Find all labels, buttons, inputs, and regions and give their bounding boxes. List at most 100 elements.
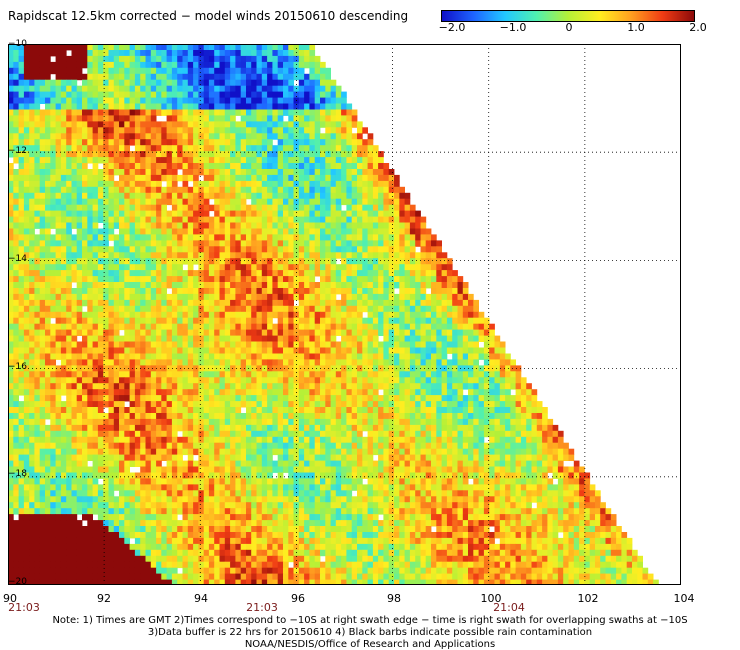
wind-cell <box>103 169 109 176</box>
wind-cell <box>394 282 400 289</box>
wind-cell <box>108 50 115 57</box>
wind-cell <box>134 174 141 182</box>
wind-cell <box>441 407 448 414</box>
wind-cell <box>39 133 46 140</box>
wind-cell <box>394 401 400 408</box>
wind-cell <box>272 270 279 277</box>
wind-cell <box>431 383 437 390</box>
wind-cell <box>103 413 109 420</box>
wind-cell <box>177 79 183 87</box>
wind-cell <box>219 293 226 301</box>
wind-cell <box>267 139 273 146</box>
wind-cell <box>431 323 437 331</box>
wind-cell <box>357 371 363 378</box>
wind-cell <box>39 234 46 241</box>
wind-cell <box>134 85 141 93</box>
wind-cell <box>39 270 46 277</box>
wind-cell <box>29 216 35 223</box>
wind-cell <box>39 109 46 116</box>
wind-cell <box>150 329 157 336</box>
wind-cell <box>272 198 279 206</box>
wind-cell <box>288 73 294 81</box>
wind-cell <box>473 311 479 319</box>
wind-cell <box>346 359 353 366</box>
wind-cell <box>108 264 115 271</box>
wind-cell <box>214 407 220 414</box>
wind-cell <box>92 79 99 87</box>
wind-cell <box>246 115 252 122</box>
wind-cell <box>362 127 368 134</box>
wind-cell <box>404 234 411 241</box>
wind-cell <box>29 270 35 277</box>
wind-cell <box>193 115 199 122</box>
wind-cell <box>293 323 300 331</box>
wind-cell <box>18 115 25 122</box>
wind-cell <box>18 50 25 57</box>
wind-cell <box>208 311 215 319</box>
wind-cell <box>113 198 120 206</box>
wind-cell <box>261 103 268 110</box>
wind-cell <box>103 293 109 301</box>
wind-cell <box>92 311 99 319</box>
wind-cell <box>425 389 432 396</box>
wind-cell <box>18 305 25 313</box>
wind-cell <box>39 151 46 158</box>
wind-cell <box>45 169 51 176</box>
wind-cell <box>82 329 88 336</box>
wind-cell <box>145 169 152 176</box>
wind-cell <box>129 323 136 331</box>
wind-cell <box>34 44 41 51</box>
wind-cell <box>39 389 46 396</box>
wind-cell <box>50 222 56 229</box>
wind-cell <box>71 169 78 176</box>
wind-cell <box>293 234 300 241</box>
wind-cell <box>272 91 279 98</box>
wind-cell <box>314 73 321 81</box>
wind-cell <box>293 252 300 259</box>
wind-cell <box>82 79 88 87</box>
wind-cell <box>39 216 46 223</box>
wind-cell <box>483 323 490 331</box>
wind-cell <box>177 85 183 93</box>
wind-cell <box>177 109 183 116</box>
wind-cell <box>235 97 242 104</box>
wind-cell <box>103 50 109 57</box>
wind-cell <box>478 389 485 396</box>
wind-cell <box>87 121 93 128</box>
wind-cell <box>378 222 384 229</box>
wind-cell <box>203 359 210 366</box>
wind-cell <box>309 401 316 408</box>
wind-cell <box>156 97 162 104</box>
wind-cell <box>224 311 231 319</box>
wind-cell <box>372 347 379 354</box>
wind-cell <box>320 335 326 342</box>
wind-cell <box>145 151 152 158</box>
wind-cell <box>60 204 67 212</box>
wind-cell <box>166 121 173 128</box>
wind-cell <box>108 121 115 128</box>
wind-cell <box>394 377 400 384</box>
wind-cell <box>478 383 485 390</box>
wind-cell <box>378 151 384 158</box>
wind-cell <box>372 288 379 295</box>
wind-cell <box>399 389 405 396</box>
wind-cell <box>119 151 125 158</box>
wind-cell <box>314 246 321 253</box>
wind-cell <box>341 174 347 182</box>
wind-cell <box>150 383 157 390</box>
wind-cell <box>404 347 411 354</box>
wind-cell <box>346 216 353 223</box>
wind-cell <box>13 341 19 348</box>
wind-cell <box>267 252 273 259</box>
wind-cell <box>55 407 62 414</box>
wind-cell <box>166 115 173 122</box>
wind-cell <box>277 174 284 182</box>
wind-cell <box>309 55 316 63</box>
wind-cell <box>113 234 120 241</box>
wind-cell <box>187 359 194 366</box>
wind-cell <box>388 258 395 265</box>
wind-cell <box>515 389 522 396</box>
wind-cell <box>13 50 19 57</box>
wind-cell <box>76 139 83 146</box>
wind-cell <box>113 395 120 402</box>
